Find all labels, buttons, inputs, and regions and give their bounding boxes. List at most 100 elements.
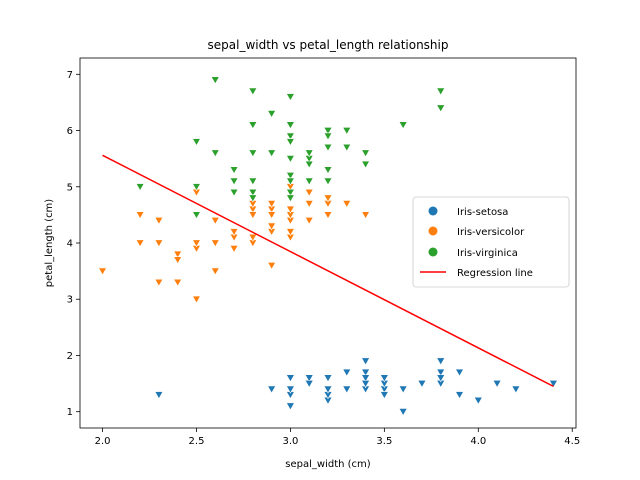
data-point-iris-virginica xyxy=(285,132,295,141)
data-point-iris-virginica xyxy=(285,177,295,186)
data-point-iris-virginica xyxy=(285,155,295,164)
data-point-iris-versicolor xyxy=(191,239,202,248)
data-point-iris-virginica xyxy=(285,172,295,180)
y-tick-label: 1 xyxy=(67,407,73,418)
regression-line xyxy=(102,154,554,388)
data-point-iris-setosa xyxy=(436,357,446,366)
data-point-iris-virginica xyxy=(304,177,314,186)
data-point-iris-virginica xyxy=(248,121,258,130)
x-tick-label: 3.0 xyxy=(282,436,298,447)
data-point-iris-versicolor xyxy=(323,211,333,220)
data-point-iris-virginica xyxy=(342,143,352,152)
data-point-iris-setosa xyxy=(361,357,371,366)
data-point-iris-versicolor xyxy=(285,205,295,214)
data-point-iris-setosa xyxy=(304,380,314,388)
data-point-iris-versicolor xyxy=(342,200,352,209)
data-point-iris-virginica xyxy=(191,138,202,147)
data-point-iris-versicolor xyxy=(267,222,277,231)
data-point-iris-setosa xyxy=(304,374,314,383)
data-point-iris-setosa xyxy=(398,408,408,417)
data-point-iris-setosa xyxy=(154,391,164,400)
data-point-iris-setosa xyxy=(379,391,389,400)
data-point-iris-versicolor xyxy=(361,211,371,220)
data-point-iris-versicolor xyxy=(304,217,314,225)
y-tick-label: 2 xyxy=(67,351,73,362)
data-point-iris-versicolor xyxy=(210,267,220,276)
legend-marker-virginica xyxy=(428,247,438,257)
data-point-iris-virginica xyxy=(304,160,314,169)
data-point-iris-virginica xyxy=(361,160,371,169)
legend-marker-versicolor xyxy=(428,226,438,236)
data-point-iris-virginica xyxy=(323,166,333,175)
data-point-iris-setosa xyxy=(267,385,277,394)
data-point-iris-virginica xyxy=(267,110,277,119)
x-tick-label: 4.0 xyxy=(470,436,486,447)
data-point-iris-virginica xyxy=(210,76,220,85)
data-point-iris-versicolor xyxy=(210,239,220,248)
data-point-iris-setosa xyxy=(323,385,333,394)
data-point-iris-setosa xyxy=(436,374,446,383)
legend: Iris-setosa Iris-versicolor Iris-virgini… xyxy=(412,196,570,288)
data-point-iris-setosa xyxy=(323,374,333,383)
data-point-iris-setosa xyxy=(285,402,295,411)
data-point-iris-setosa xyxy=(379,374,389,383)
data-point-iris-setosa xyxy=(398,385,408,394)
data-point-iris-virginica xyxy=(436,104,446,113)
data-point-iris-virginica xyxy=(436,87,446,96)
data-point-iris-versicolor xyxy=(154,278,164,287)
data-point-iris-virginica xyxy=(248,87,258,96)
data-point-iris-virginica xyxy=(361,149,371,158)
data-point-iris-versicolor xyxy=(173,250,183,259)
data-point-iris-setosa xyxy=(511,385,521,394)
data-point-iris-versicolor xyxy=(248,233,258,242)
data-point-iris-versicolor xyxy=(154,217,164,225)
data-point-iris-versicolor xyxy=(267,211,277,220)
data-point-iris-setosa xyxy=(342,385,352,394)
data-point-iris-versicolor xyxy=(210,217,220,225)
data-point-iris-versicolor xyxy=(248,211,258,220)
data-point-iris-setosa xyxy=(285,374,295,383)
data-point-iris-setosa xyxy=(548,380,558,388)
data-point-iris-virginica xyxy=(210,149,220,158)
data-point-iris-setosa xyxy=(285,385,295,394)
data-point-iris-virginica xyxy=(248,177,258,186)
legend-label-virginica: Iris-virginica xyxy=(457,248,518,259)
legend-marker-setosa xyxy=(428,206,438,216)
data-point-iris-virginica xyxy=(248,149,258,158)
x-tick-label: 2.5 xyxy=(189,436,205,447)
data-point-iris-virginica xyxy=(285,194,295,203)
data-point-iris-versicolor xyxy=(304,188,314,197)
legend-box xyxy=(412,196,570,288)
data-point-iris-virginica xyxy=(229,188,239,197)
data-point-iris-setosa xyxy=(342,368,352,377)
chart-title: sepal_width vs petal_length relationship xyxy=(208,38,449,52)
data-point-iris-virginica xyxy=(191,211,202,220)
data-point-iris-virginica xyxy=(285,188,295,197)
legend-label-setosa: Iris-setosa xyxy=(457,207,508,218)
data-point-iris-virginica xyxy=(191,183,202,192)
data-point-iris-virginica xyxy=(285,138,295,147)
data-point-iris-versicolor xyxy=(98,267,108,276)
data-point-iris-versicolor xyxy=(229,245,239,254)
y-tick-label: 7 xyxy=(67,70,73,81)
data-point-iris-setosa xyxy=(473,396,483,405)
y-tick-label: 3 xyxy=(67,295,73,306)
data-point-iris-versicolor xyxy=(267,261,277,270)
data-point-iris-versicolor xyxy=(191,295,202,304)
data-point-iris-virginica xyxy=(248,188,258,197)
data-point-iris-setosa xyxy=(492,380,502,388)
y-tick-label: 6 xyxy=(67,126,73,137)
data-point-iris-versicolor xyxy=(173,256,183,265)
data-point-iris-setosa xyxy=(417,380,427,388)
data-point-iris-virginica xyxy=(135,183,145,192)
data-point-iris-versicolor xyxy=(135,239,145,248)
data-point-iris-virginica xyxy=(398,121,408,130)
y-axis-label: petal_length (cm) xyxy=(44,199,55,288)
x-tick-label: 2.0 xyxy=(95,436,111,447)
data-point-iris-setosa xyxy=(454,368,465,377)
data-point-iris-virginica xyxy=(285,93,295,102)
legend-label-versicolor: Iris-versicolor xyxy=(457,227,525,238)
data-point-iris-virginica xyxy=(323,132,333,141)
data-point-iris-versicolor xyxy=(267,200,277,209)
